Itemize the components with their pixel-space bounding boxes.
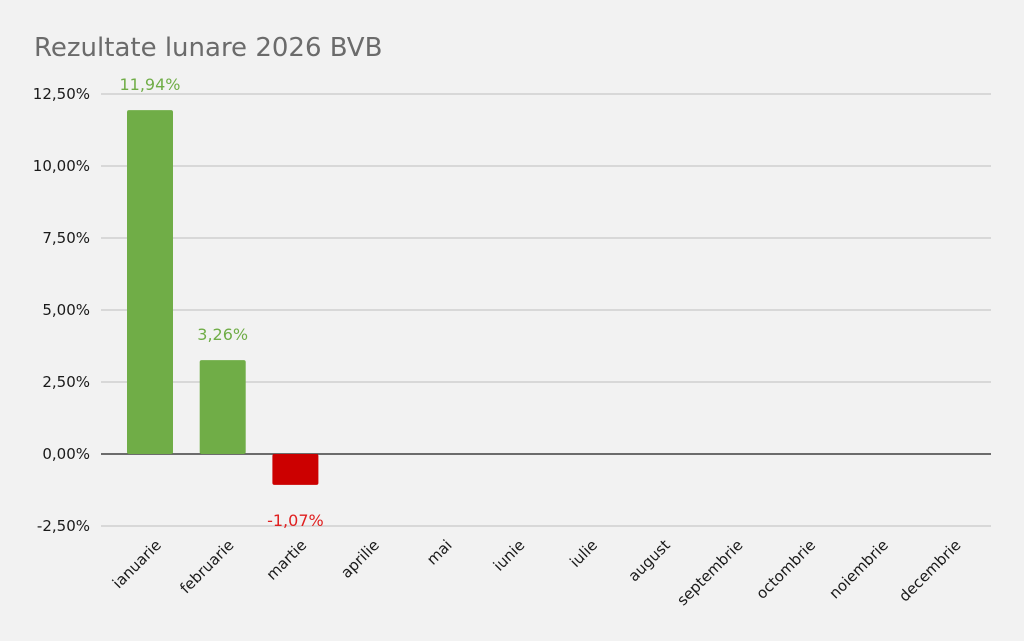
x-tick-label: ianuarie (109, 536, 165, 592)
x-tick-label: aprilie (337, 536, 383, 582)
y-tick-label: 10,00% (33, 157, 90, 175)
y-tick-label: 2,50% (42, 373, 90, 391)
y-tick-label: 12,50% (33, 85, 90, 103)
x-tick-label: februarie (176, 536, 237, 597)
x-tick-label: iulie (566, 536, 601, 571)
y-tick-label: -2,50% (37, 517, 90, 535)
bar-ianuarie (127, 110, 173, 455)
y-tick-label: 7,50% (42, 229, 90, 247)
x-tick-label: noiembrie (826, 536, 892, 602)
x-tick-label: septembrie (673, 536, 746, 609)
data-label: -1,07% (267, 511, 324, 530)
y-tick-label: 5,00% (42, 301, 90, 319)
x-tick-label: martie (263, 536, 311, 584)
data-label: 11,94% (119, 75, 180, 94)
x-tick-label: decembrie (895, 536, 964, 605)
x-tick-label: mai (423, 536, 456, 569)
bar-februarie (199, 360, 246, 454)
x-tick-label: iunie (490, 536, 529, 575)
bar-martie (272, 454, 319, 485)
x-tick-label: octombrie (753, 536, 820, 603)
y-tick-label: 0,00% (42, 445, 90, 463)
x-tick-label: august (625, 536, 674, 585)
data-label: 3,26% (197, 325, 248, 344)
chart-title: Rezultate lunare 2026 BVB (34, 33, 382, 63)
